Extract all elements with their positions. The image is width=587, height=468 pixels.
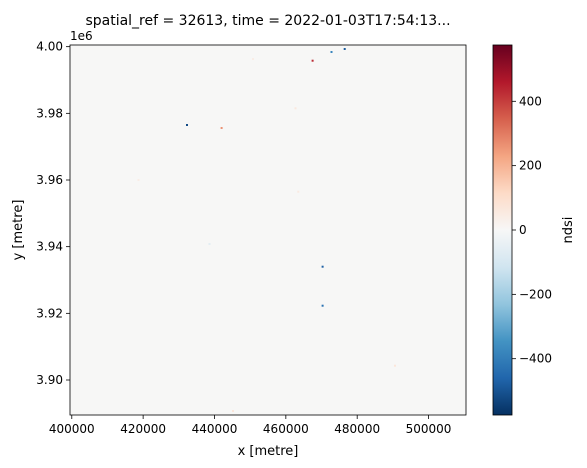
- y-tick-label-0: 3.90: [36, 373, 63, 387]
- y-axis-offset-label: 1e6: [70, 29, 93, 43]
- x-tick-label-3: 460000: [263, 422, 309, 436]
- y-tick-label-5: 4.00: [36, 40, 63, 54]
- x-tick-label-1: 420000: [120, 422, 166, 436]
- chart-title: spatial_ref = 32613, time = 2022-01-03T1…: [85, 13, 450, 29]
- raster-pixel-1: [343, 48, 346, 50]
- raster-pixel-12: [252, 58, 254, 60]
- raster-pixel-0: [186, 124, 188, 126]
- x-tick-label-2: 440000: [192, 422, 238, 436]
- x-tick-label-0: 400000: [49, 422, 95, 436]
- plot-frame: [69, 44, 467, 416]
- colorbar: [492, 44, 513, 416]
- x-axis-label: x [metre]: [238, 444, 299, 459]
- raster-pixel-3: [321, 265, 324, 268]
- y-tick-label-3: 3.96: [36, 173, 63, 187]
- colorbar-tick-label-3: 200: [519, 159, 542, 173]
- raster-pixel-13: [297, 190, 300, 193]
- y-tick-label-2: 3.94: [36, 240, 63, 254]
- colorbar-tick-label-1: −200: [519, 287, 552, 301]
- y-axis-label: y [metre]: [11, 200, 26, 261]
- x-tick-label-4: 480000: [334, 422, 380, 436]
- colorbar-tick-label-2: 0: [519, 223, 527, 237]
- raster-background: [70, 45, 466, 415]
- raster-pixel-6: [220, 127, 223, 129]
- colorbar-tick-label-0: −400: [519, 352, 552, 366]
- colorbar-label: ndsi: [561, 217, 576, 244]
- y-tick-label-1: 3.92: [36, 306, 63, 320]
- raster-pixels: [137, 48, 396, 412]
- raster-pixel-5: [311, 59, 314, 62]
- colorbar-tick-label-4: 400: [519, 94, 542, 108]
- x-tick-label-5: 500000: [406, 422, 452, 436]
- y-tick-label-4: 3.98: [36, 106, 63, 120]
- raster-pixel-7: [294, 107, 297, 110]
- raster-pixel-2: [330, 51, 333, 53]
- raster-pixel-10: [137, 179, 140, 181]
- raster-pixel-4: [321, 304, 324, 307]
- raster-pixel-11: [232, 410, 234, 412]
- raster-pixel-9: [208, 243, 211, 245]
- colorbar-ticks: −400 −200 0 200 400: [512, 94, 552, 366]
- x-axis-ticks: 400000 420000 440000 460000 480000 500000: [49, 415, 452, 436]
- y-axis-ticks: 3.90 3.92 3.94 3.96 3.98 4.00: [36, 40, 70, 387]
- raster-pixel-8: [394, 364, 396, 367]
